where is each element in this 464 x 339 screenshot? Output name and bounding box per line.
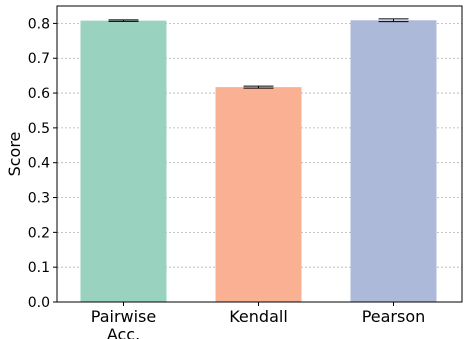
y-axis-label: Score [5,132,24,177]
y-tick-label: 0.6 [28,86,50,102]
y-tick-label: 0.3 [28,191,50,207]
y-tick-label: 0.0 [28,295,50,311]
bar [350,20,437,302]
axes-frame [56,5,463,303]
y-tick-label: 0.2 [28,225,50,241]
y-tick-label: 0.7 [28,51,50,67]
y-tick-label: 0.4 [28,156,50,172]
bar [215,87,302,302]
y-tick-label: 0.5 [28,121,50,137]
x-tick-label: Kendall [229,307,288,326]
y-axis-ticks: 0.0 0.1 0.2 0.3 0.4 0.5 0.6 0.7 0.8 [28,16,57,311]
y-tick-label: 0.8 [28,16,50,32]
x-tick-label: Pairwise [91,307,156,326]
x-tick-label: Acc. [107,325,140,339]
x-tick-label: Pearson [362,307,426,326]
bars [80,20,437,302]
y-tick-label: 0.1 [28,260,50,276]
error-bars [108,18,409,89]
bar [80,20,167,302]
